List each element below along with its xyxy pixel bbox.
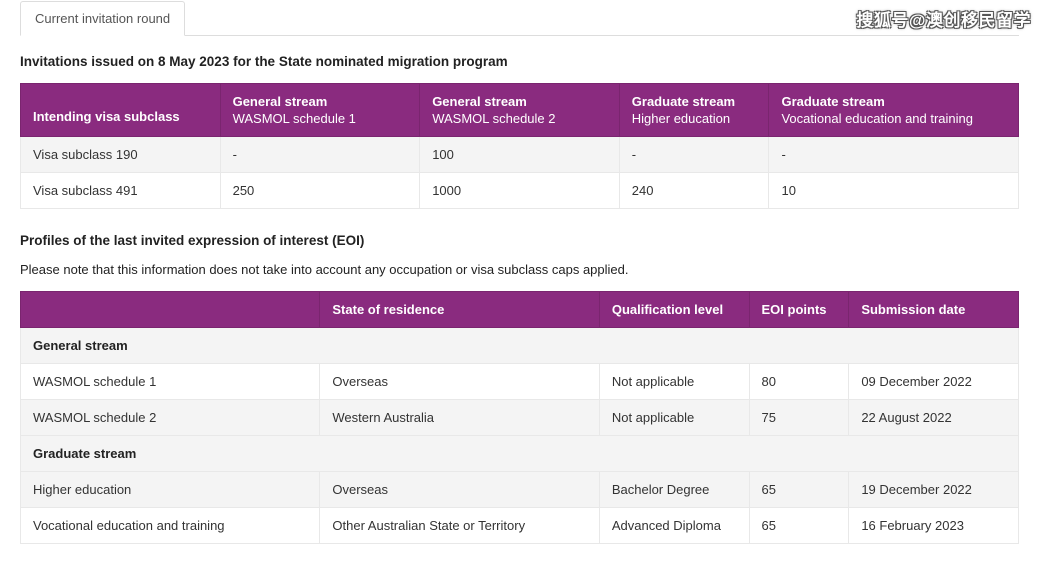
cell-value: 100 xyxy=(420,137,620,173)
col-graduate-higher-ed: Graduate stream Higher education xyxy=(619,84,769,137)
cell-qualification: Advanced Diploma xyxy=(599,508,749,544)
cell-state: Western Australia xyxy=(320,400,599,436)
col-submission-date: Submission date xyxy=(849,292,1019,328)
col-general-wasmol1: General stream WASMOL schedule 1 xyxy=(220,84,420,137)
group-header-graduate-stream: Graduate stream xyxy=(21,436,1019,472)
eoi-profiles-table: State of residence Qualification level E… xyxy=(20,291,1019,544)
page-content: Current invitation round Invitations iss… xyxy=(0,0,1039,588)
section2-title: Profiles of the last invited expression … xyxy=(20,233,1019,248)
col-qualification-level: Qualification level xyxy=(599,292,749,328)
cell-value: - xyxy=(769,137,1019,173)
cell-qualification: Not applicable xyxy=(599,400,749,436)
col-graduate-vet: Graduate stream Vocational education and… xyxy=(769,84,1019,137)
table-header-row: State of residence Qualification level E… xyxy=(21,292,1019,328)
table-row: WASMOL schedule 1 Overseas Not applicabl… xyxy=(21,364,1019,400)
col-general-wasmol2: General stream WASMOL schedule 2 xyxy=(420,84,620,137)
cell-value: 240 xyxy=(619,173,769,209)
table-row: Higher education Overseas Bachelor Degre… xyxy=(21,472,1019,508)
cell-date: 22 August 2022 xyxy=(849,400,1019,436)
cell-date: 19 December 2022 xyxy=(849,472,1019,508)
table-header-row: Intending visa subclass General stream W… xyxy=(21,84,1019,137)
cell-stream: Vocational education and training xyxy=(21,508,320,544)
table-row: Vocational education and training Other … xyxy=(21,508,1019,544)
tab-current-round[interactable]: Current invitation round xyxy=(20,1,185,36)
cell-state: Overseas xyxy=(320,472,599,508)
cell-points: 65 xyxy=(749,508,849,544)
cell-state: Other Australian State or Territory xyxy=(320,508,599,544)
cell-value: 10 xyxy=(769,173,1019,209)
table-row: Visa subclass 190 - 100 - - xyxy=(21,137,1019,173)
col-state-of-residence: State of residence xyxy=(320,292,599,328)
cell-value: 250 xyxy=(220,173,420,209)
col-blank xyxy=(21,292,320,328)
table-row: Visa subclass 491 250 1000 240 10 xyxy=(21,173,1019,209)
cell-value: 1000 xyxy=(420,173,620,209)
cell-value: - xyxy=(619,137,769,173)
table-row: WASMOL schedule 2 Western Australia Not … xyxy=(21,400,1019,436)
cell-stream: Higher education xyxy=(21,472,320,508)
cell-qualification: Bachelor Degree xyxy=(599,472,749,508)
cell-stream: WASMOL schedule 2 xyxy=(21,400,320,436)
cell-value: - xyxy=(220,137,420,173)
cell-subclass: Visa subclass 190 xyxy=(21,137,221,173)
col-intending-visa-subclass: Intending visa subclass xyxy=(21,84,221,137)
cell-state: Overseas xyxy=(320,364,599,400)
section2-note: Please note that this information does n… xyxy=(20,262,1019,277)
cell-date: 09 December 2022 xyxy=(849,364,1019,400)
cell-qualification: Not applicable xyxy=(599,364,749,400)
cell-subclass: Visa subclass 491 xyxy=(21,173,221,209)
tab-bar: Current invitation round xyxy=(20,0,1019,36)
group-header-general-stream: General stream xyxy=(21,328,1019,364)
cell-date: 16 February 2023 xyxy=(849,508,1019,544)
col-eoi-points: EOI points xyxy=(749,292,849,328)
cell-stream: WASMOL schedule 1 xyxy=(21,364,320,400)
invitations-table: Intending visa subclass General stream W… xyxy=(20,83,1019,209)
cell-points: 75 xyxy=(749,400,849,436)
cell-points: 80 xyxy=(749,364,849,400)
section1-title: Invitations issued on 8 May 2023 for the… xyxy=(20,54,1019,69)
cell-points: 65 xyxy=(749,472,849,508)
